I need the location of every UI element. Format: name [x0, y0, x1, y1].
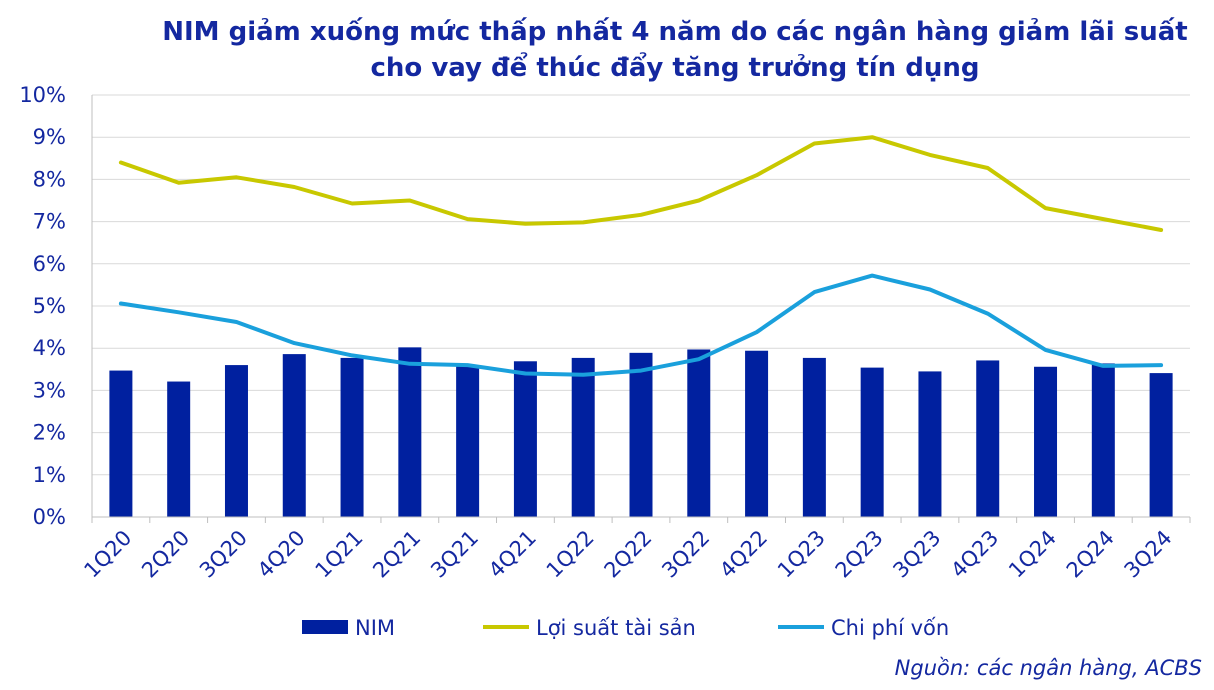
- y-tick-label: 9%: [33, 125, 66, 149]
- legend-label: NIM: [355, 616, 395, 640]
- x-tick-label: 3Q24: [1120, 526, 1177, 583]
- x-tick-label: 4Q21: [484, 526, 541, 583]
- x-tick-label: 1Q21: [311, 526, 368, 583]
- x-tick-label: 1Q22: [542, 526, 599, 583]
- chi-phi-von-line: [118, 273, 1164, 377]
- x-tick-label: 2Q23: [831, 526, 888, 583]
- legend: NIM Lợi suất tài sản Chi phí vốn: [302, 616, 949, 640]
- chart-title-line-2: cho vay để thúc đẩy tăng trưởng tín dụng: [370, 53, 980, 83]
- x-tick-label: 1Q24: [1004, 526, 1061, 583]
- y-tick-label: 0%: [33, 505, 66, 529]
- x-tick-label: 4Q23: [946, 526, 1003, 583]
- x-tick-label: 1Q23: [773, 526, 830, 583]
- nim-bar: [513, 361, 537, 517]
- nim-bar: [571, 357, 595, 517]
- nim-bar: [282, 354, 306, 517]
- nim-bar: [1149, 373, 1173, 517]
- nim-bar: [976, 360, 1000, 517]
- series-lines: [118, 135, 1164, 377]
- y-tick-label: 7%: [33, 210, 66, 234]
- y-tick-label: 3%: [33, 378, 66, 402]
- nim-bar: [687, 349, 711, 517]
- y-tick-label: 8%: [33, 167, 66, 191]
- nim-bar: [918, 371, 942, 517]
- nim-bar: [860, 367, 884, 517]
- axes: 0%1%2%3%4%5%6%7%8%9%10%1Q20 2Q20 3Q20 4Q20 1…: [19, 83, 1191, 583]
- x-tick-label: 3Q22: [657, 526, 714, 583]
- y-tick-label: 2%: [33, 421, 66, 445]
- nim-bar: [109, 370, 133, 517]
- nim-bar: [167, 381, 191, 517]
- x-tick-label: 3Q20: [195, 526, 252, 583]
- nim-bar: [398, 347, 422, 517]
- nim-bar: [629, 352, 653, 517]
- nim-bar: [224, 365, 248, 517]
- y-tick-label: 1%: [33, 463, 66, 487]
- legend-label: Lợi suất tài sản: [536, 616, 696, 640]
- x-tick-label: 2Q21: [368, 526, 425, 583]
- loi-suat-tai-san-line: [118, 135, 1164, 232]
- x-tick-label: 2Q24: [1062, 526, 1119, 583]
- nim-bar: [1034, 366, 1058, 517]
- nim-bar: [1091, 363, 1115, 517]
- nim-bar: [340, 357, 364, 517]
- y-tick-label: 6%: [33, 252, 66, 276]
- x-tick-label: 4Q20: [253, 526, 310, 583]
- source-note: Nguồn: các ngân hàng, ACBS: [894, 656, 1202, 680]
- y-tick-label: 10%: [19, 83, 66, 107]
- y-tick-label: 4%: [33, 336, 66, 360]
- nim-bar: [456, 365, 480, 517]
- legend-label: Chi phí vốn: [831, 616, 949, 640]
- x-tick-label: 3Q23: [888, 526, 945, 583]
- x-tick-label: 2Q22: [600, 526, 657, 583]
- y-tick-label: 5%: [33, 294, 66, 318]
- x-tick-label: 1Q20: [79, 526, 136, 583]
- nim-bar: [802, 357, 826, 517]
- legend-swatch-nim: [302, 620, 348, 634]
- chart-title: NIM giảm xuống mức thấp nhất 4 năm do cá…: [130, 14, 1214, 86]
- nim-bar: [745, 350, 769, 517]
- x-tick-label: 3Q21: [426, 526, 483, 583]
- x-tick-label: 2Q20: [137, 526, 194, 583]
- nim-bars: [109, 347, 1173, 517]
- x-tick-label: 4Q22: [715, 526, 772, 583]
- chart-title-line-1: NIM giảm xuống mức thấp nhất 4 năm do cá…: [162, 17, 1188, 47]
